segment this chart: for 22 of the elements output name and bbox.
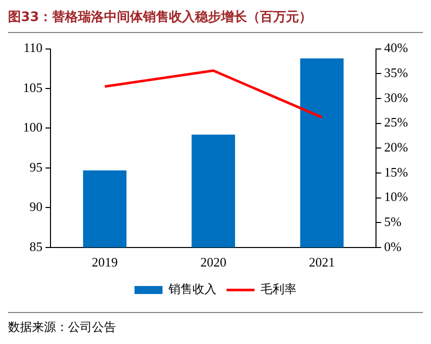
source-note: 数据来源：公司公告 xyxy=(8,319,117,336)
x-tick-label: 2020 xyxy=(200,254,226,270)
legend-label: 销售收入 xyxy=(168,282,216,296)
y-tick-label: 95 xyxy=(30,159,42,174)
y-tick-label: 90 xyxy=(30,199,42,214)
y2-tick-label: 20% xyxy=(384,140,408,155)
x-tick-label: 2021 xyxy=(308,254,335,270)
x-tick-label: 2019 xyxy=(92,254,118,270)
y-tick-label: 100 xyxy=(23,120,42,135)
y2-tick-label: 30% xyxy=(384,90,408,105)
chart-title: 图33：替格瑞洛中间体销售收入稳步增长（百万元） xyxy=(8,8,423,33)
y2-tick-label: 0% xyxy=(384,238,402,254)
y2-tick-label: 35% xyxy=(384,65,408,80)
y2-tick-label: 5% xyxy=(384,214,402,229)
legend-label: 毛利率 xyxy=(260,282,296,296)
y-tick-label: 85 xyxy=(30,238,42,254)
y-tick-label: 105 xyxy=(23,80,42,95)
y2-tick-label: 10% xyxy=(384,189,408,204)
y2-tick-label: 25% xyxy=(384,114,408,130)
y-tick-label: 110 xyxy=(23,40,42,56)
y2-tick-label: 40% xyxy=(384,40,408,56)
y2-tick-label: 15% xyxy=(384,164,408,180)
